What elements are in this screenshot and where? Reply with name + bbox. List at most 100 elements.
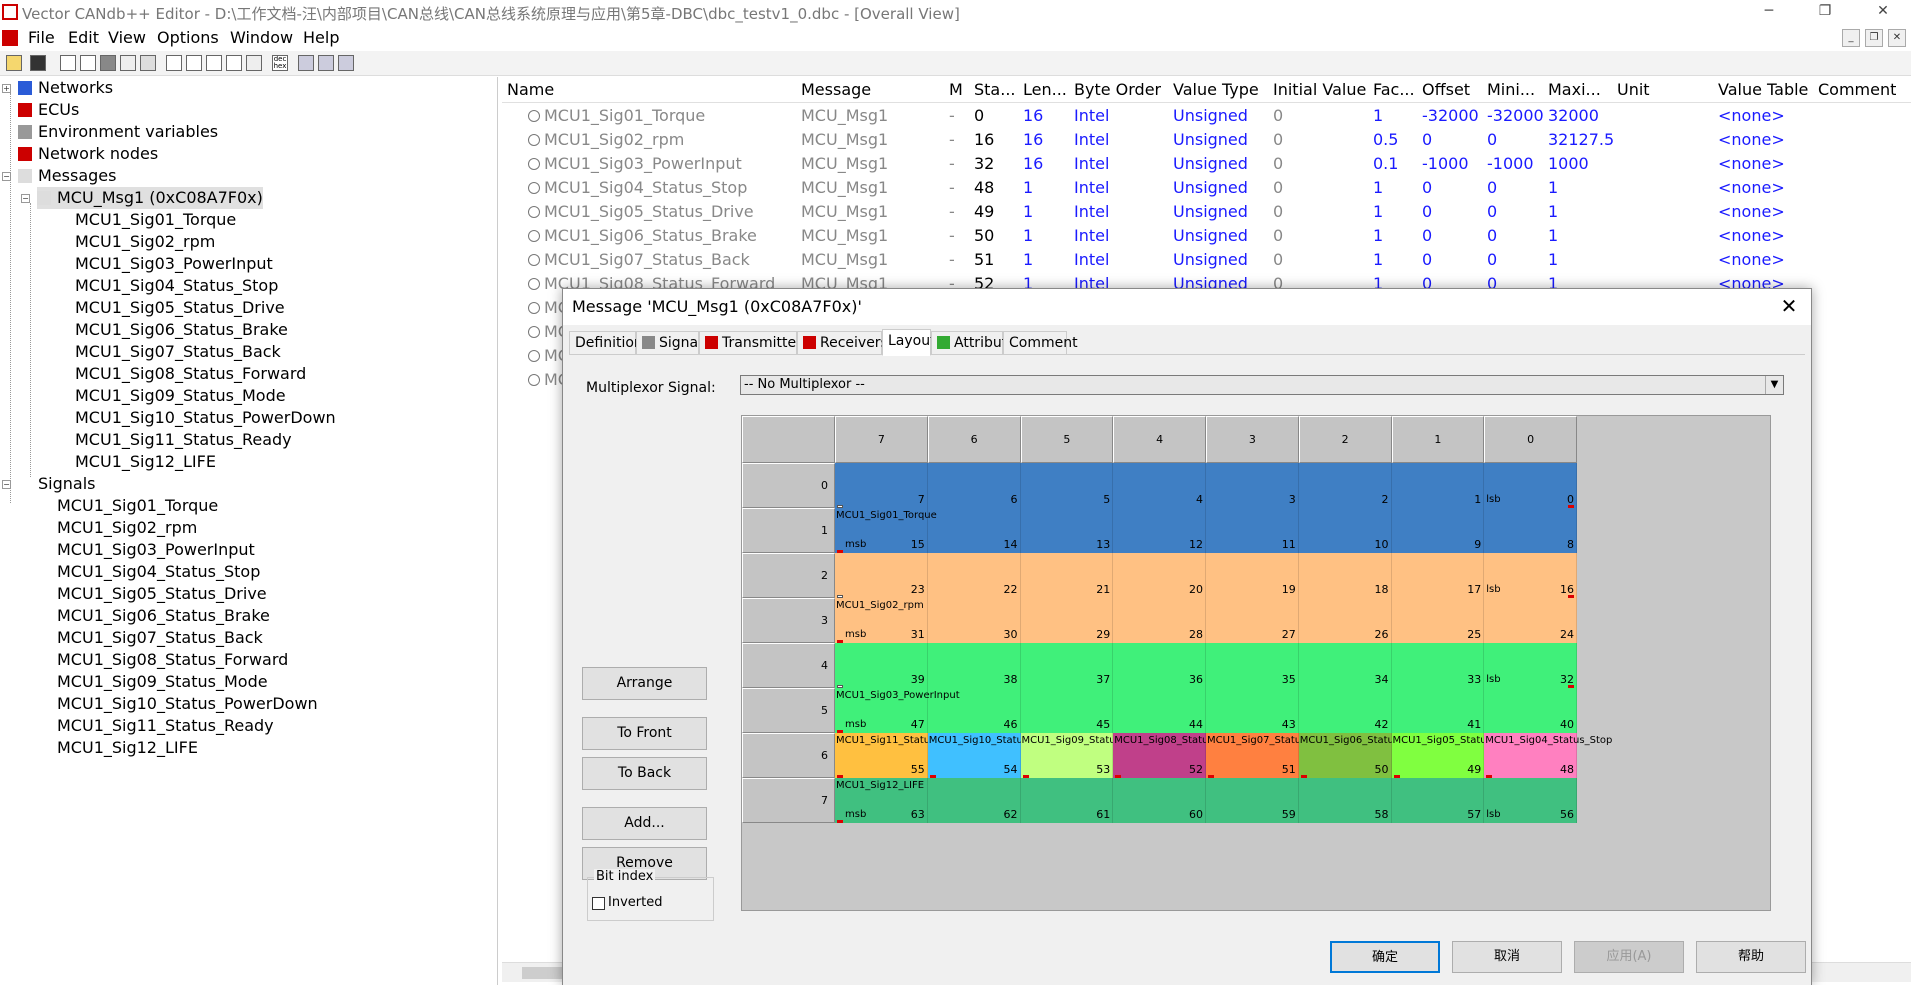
bit-cell[interactable]: 52 MCU1_Sig08_Status_Forward [1113,733,1259,778]
menu-help[interactable]: Help [303,28,340,47]
bit-cell[interactable]: 30 [927,598,1021,643]
bit-cell[interactable]: 53 MCU1_Sig09_Status_Mode [1020,733,1153,778]
bit-cell[interactable]: 39 [835,643,928,688]
tab-attributes[interactable]: Attributes [931,331,1023,355]
tile-horizontal-icon[interactable] [318,55,334,71]
close-button[interactable]: ✕ [1877,3,1889,19]
bit-cell[interactable]: 12 [1113,508,1206,553]
tree-msg-signal[interactable]: MCU1_Sig01_Torque [55,209,236,231]
bit-cell[interactable]: 54 MCU1_Sig10_Status_PowerDown [927,733,1092,778]
help-button[interactable]: 帮助 [1696,941,1806,973]
table-row[interactable]: MCU1_Sig05_Status_Drive MCU_Msg1 -49 1 Intel… [502,200,1911,224]
tree-msg-signal[interactable]: MCU1_Sig06_Status_Brake [55,319,288,341]
tree-msg-signal[interactable]: MCU1_Sig10_Status_PowerDown [55,407,336,429]
bit-cell[interactable]: 31 msb [835,598,928,643]
bit-cell[interactable]: 38 [927,643,1021,688]
tree-msg-signal[interactable]: MCU1_Sig08_Status_Forward [55,363,306,385]
details-view-icon[interactable] [206,55,222,71]
menu-window[interactable]: Window [230,28,294,47]
table-view-icon[interactable] [186,55,202,71]
column-header[interactable]: Offset [1422,80,1471,99]
bit-cell[interactable]: 16 lsb [1484,553,1577,598]
paste-icon[interactable] [80,55,96,71]
bit-cell[interactable]: 46 [927,688,1021,733]
bit-cell[interactable]: 62 [927,778,1021,823]
bit-cell[interactable]: 15 msb [835,508,928,553]
maximize-button[interactable]: ❐ [1818,3,1832,19]
save-icon[interactable] [30,55,46,71]
dec-hex-icon[interactable]: dec hex [272,55,288,71]
column-header[interactable]: Byte Order [1074,80,1162,99]
bit-cell[interactable]: 6 [927,463,1021,508]
bit-cell[interactable]: 36 [1113,643,1206,688]
tree-env-variables[interactable]: Environment variables [18,121,218,143]
bit-cell[interactable]: 23 [835,553,928,598]
bit-cell[interactable]: 47 msb [835,688,928,733]
column-header[interactable]: Len... [1023,80,1067,99]
bit-cell[interactable]: 50 MCU1_Sig06_Status_Brake [1298,733,1433,778]
tree-signal[interactable]: MCU1_Sig05_Status_Drive [37,583,267,605]
minimize-button[interactable]: ─ [1764,3,1774,19]
bit-cell[interactable]: 57 [1391,778,1485,823]
column-header[interactable]: Initial Value [1273,80,1367,99]
table-row[interactable]: MCU1_Sig02_rpm MCU_Msg1-16 16 Intel Unsigned… [502,128,1911,152]
column-header[interactable]: Maxi... [1548,80,1601,99]
column-header[interactable]: M [949,80,963,99]
inverted-checkbox[interactable] [592,897,605,910]
bit-cell[interactable]: 27 [1206,598,1299,643]
column-header[interactable]: Message [801,80,872,99]
layout-vertical-scrollbar[interactable] [1772,416,1788,910]
bit-cell[interactable]: 11 [1206,508,1299,553]
mdi-close-button[interactable]: ✕ [1888,29,1906,47]
list-view-icon[interactable] [166,55,182,71]
bit-cell[interactable]: 61 [1020,778,1114,823]
tree-signal[interactable]: MCU1_Sig09_Status_Mode [37,671,268,693]
column-header[interactable]: Value Type [1173,80,1259,99]
bit-cell[interactable]: 49 MCU1_Sig05_Status_Drive [1391,733,1524,778]
column-header[interactable]: Sta... [974,80,1016,99]
tree-msg-signal[interactable]: MCU1_Sig05_Status_Drive [55,297,285,319]
bit-cell[interactable]: 56 lsb [1484,778,1577,823]
column-header[interactable]: Fac... [1373,80,1415,99]
ok-button[interactable]: 确定 [1330,941,1440,973]
tab-transmitters[interactable]: Transmitters [699,331,809,355]
tree-networks[interactable]: Networks [18,77,113,99]
bit-cell[interactable]: 7 [835,463,928,508]
tab-receivers[interactable]: Receivers [797,331,888,355]
tree-signal[interactable]: MCU1_Sig10_Status_PowerDown [37,693,318,715]
bit-cell[interactable]: 19 [1206,553,1299,598]
tree-msg-signal[interactable]: MCU1_Sig12_LIFE [55,451,216,473]
tree-signals[interactable]: Signals [18,473,95,495]
chevron-down-icon[interactable]: ▼ [1765,376,1783,394]
to-back-button[interactable]: To Back [582,757,707,790]
tree-network-nodes[interactable]: Network nodes [18,143,158,165]
mdi-minimize-button[interactable]: _ [1842,29,1860,47]
table-row[interactable]: MCU1_Sig06_Status_Brake MCU_Msg1 -50 1 Intel… [502,224,1911,248]
tree-messages[interactable]: Messages [18,165,116,187]
column-header[interactable]: Value Table [1718,80,1809,99]
bit-cell[interactable]: 14 [927,508,1021,553]
bit-cell[interactable]: 1 [1391,463,1485,508]
bit-cell[interactable]: 10 [1298,508,1392,553]
copy-icon[interactable] [60,55,76,71]
bit-cell[interactable]: 25 [1391,598,1485,643]
bit-cell[interactable]: 51 MCU1_Sig07_Status_Back [1206,733,1336,778]
bit-cell[interactable]: 5 [1020,463,1114,508]
apply-button[interactable]: 应用(A) [1574,941,1684,973]
bit-cell[interactable]: 20 [1113,553,1206,598]
tree-msg-signal[interactable]: MCU1_Sig09_Status_Mode [55,385,286,407]
tree-signal[interactable]: MCU1_Sig01_Torque [37,495,218,517]
bit-cell[interactable]: 2 [1298,463,1392,508]
bit-cell[interactable]: 63 msb [835,778,928,823]
bit-cell[interactable]: 21 [1020,553,1114,598]
tree-signal[interactable]: MCU1_Sig06_Status_Brake [37,605,270,627]
bit-cell[interactable]: 33 [1391,643,1485,688]
bit-cell[interactable]: 18 [1298,553,1392,598]
bit-cell[interactable]: 22 [927,553,1021,598]
column-header[interactable]: Mini... [1487,80,1536,99]
open-icon[interactable] [6,55,22,71]
bit-cell[interactable]: 43 [1206,688,1299,733]
bit-cell[interactable]: 37 [1020,643,1114,688]
mdi-restore-button[interactable]: ❐ [1865,29,1883,47]
tree-ecus[interactable]: ECUs [18,99,79,121]
